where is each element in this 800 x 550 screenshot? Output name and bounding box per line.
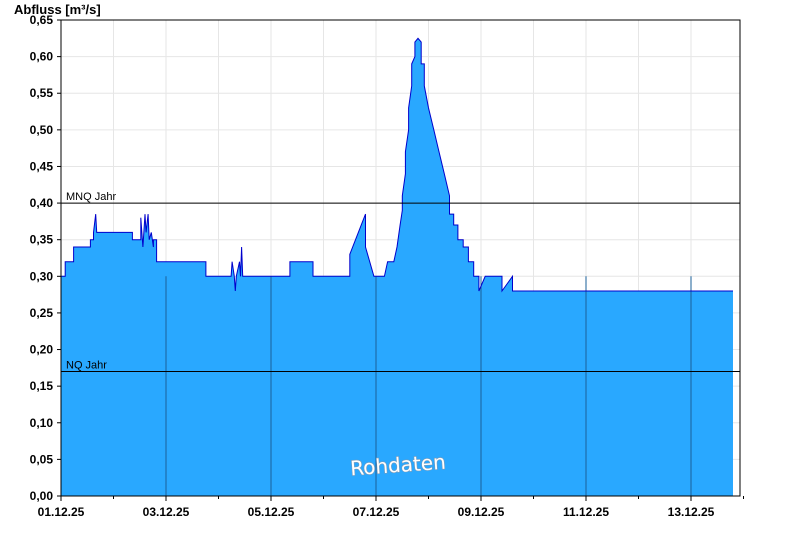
y-tick-label: 0,45 <box>30 159 54 173</box>
discharge-line <box>61 37 733 293</box>
x-tick-label: 01.12.25 <box>38 505 85 519</box>
y-tick-label: 0,10 <box>30 416 54 430</box>
y-tick-label: 0,55 <box>30 86 54 100</box>
plot-frame <box>60 19 741 497</box>
y-tick-label: 0,35 <box>30 233 54 247</box>
y-tick-label: 0,30 <box>30 269 54 283</box>
y-tick-label: 0,20 <box>30 343 54 357</box>
x-tick-label: 13.12.25 <box>668 505 715 519</box>
y-axis-ticks: 0,00 0,05 0,10 0,15 0,20 0,25 0,30 0,35 0,40 0,45… <box>30 13 61 503</box>
y-tick-label: 0,65 <box>30 13 54 27</box>
discharge-area <box>61 38 733 497</box>
x-tick-label: 09.12.25 <box>458 505 505 519</box>
x-tick-label: 07.12.25 <box>353 505 400 519</box>
y-tick-label: 0,25 <box>30 306 54 320</box>
y-axis-title: Abfluss [m³/s] <box>14 2 101 17</box>
x-axis-ticks: 01.12.25 03.12.25 05.12.25 07.12.25 09.12.25… <box>38 496 744 519</box>
y-tick-label: 0,05 <box>30 452 54 466</box>
day-separators <box>165 276 692 496</box>
y-tick-label: 0,15 <box>30 379 54 393</box>
reference-line-label: MNQ Jahr <box>66 191 116 203</box>
x-tick-label: 05.12.25 <box>248 505 295 519</box>
x-tick-label: 03.12.25 <box>143 505 190 519</box>
y-tick-label: 0,00 <box>30 489 54 503</box>
y-tick-label: 0,60 <box>30 50 54 64</box>
reference-line-label: NQ Jahr <box>66 360 107 372</box>
y-tick-label: 0,40 <box>30 196 54 210</box>
x-tick-label: 11.12.25 <box>563 505 609 519</box>
y-tick-label: 0,50 <box>30 123 54 137</box>
reference-lines: MNQ Jahr NQ Jahr <box>61 191 740 373</box>
